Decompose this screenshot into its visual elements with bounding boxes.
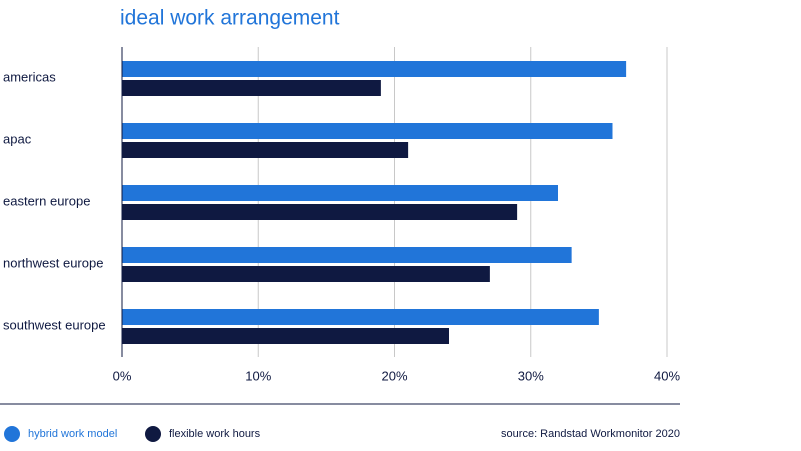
bar: [122, 309, 599, 325]
bar: [122, 266, 490, 282]
source: source: Randstad Workmonitor 2020: [501, 428, 680, 440]
legend-marker: [145, 426, 161, 442]
bar: [122, 204, 518, 220]
y-tick-label: southwest europe: [3, 317, 106, 332]
y-tick-label: eastern europe: [3, 193, 90, 208]
y-tick-label: americas: [3, 69, 56, 84]
x-tick-label: 30%: [518, 368, 544, 383]
bar: [122, 247, 572, 263]
bar: [122, 61, 627, 77]
x-tick-label: 20%: [381, 368, 407, 383]
legend-label: hybrid work model: [28, 428, 117, 440]
bar: [122, 142, 409, 158]
bar: [122, 328, 449, 344]
bar: [122, 185, 558, 201]
bar: [122, 80, 381, 96]
x-tick-label: 0%: [113, 368, 132, 383]
chart-title: ideal work arrangement: [120, 7, 340, 30]
y-tick-label: apac: [3, 131, 32, 146]
bar: [122, 123, 613, 139]
y-tick-label: northwest europe: [3, 255, 103, 270]
x-tick-label: 40%: [654, 368, 680, 383]
legend-label: flexible work hours: [169, 428, 261, 440]
legend-marker: [4, 426, 20, 442]
x-tick-label: 10%: [245, 368, 271, 383]
